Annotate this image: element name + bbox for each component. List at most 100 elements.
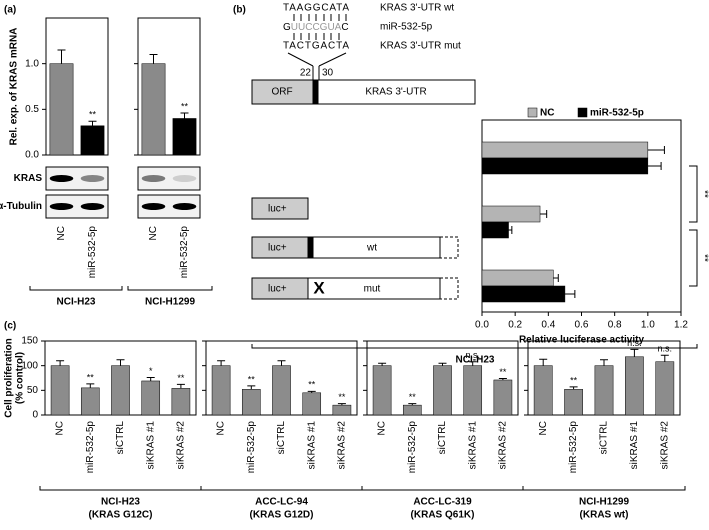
bar — [564, 389, 583, 416]
x-tick-label: siCTRL — [115, 421, 126, 455]
significance: n.s. — [465, 350, 480, 360]
panel-label: (b) — [233, 5, 246, 16]
bar — [49, 63, 74, 156]
blot-band — [80, 203, 105, 210]
x-tick-label: siKRAS #2 — [337, 421, 348, 470]
site — [312, 79, 319, 105]
significance-bracket — [689, 165, 698, 223]
connector — [287, 52, 314, 67]
bar — [655, 361, 675, 416]
dashed-end — [440, 236, 459, 259]
error-bar — [553, 274, 559, 282]
sequence-label: KRAS 3'-UTR wt — [380, 3, 454, 14]
position: 22 — [300, 68, 312, 79]
error-bar — [508, 226, 513, 234]
significance: ** — [177, 373, 185, 383]
error-bar — [378, 362, 387, 366]
x-tick-label: siKRAS #2 — [659, 421, 670, 470]
blot-label: KRAS — [14, 173, 43, 184]
genotype-label: (KRAS G12D) — [250, 510, 314, 521]
x-tick-label: siKRAS #1 — [629, 421, 640, 470]
bar — [481, 221, 509, 239]
significance-bracket — [689, 229, 698, 287]
position: 30 — [322, 68, 334, 79]
bar — [50, 365, 70, 416]
blot — [137, 166, 201, 191]
plot-frame — [137, 17, 201, 156]
x-tick-label: siKRAS #1 — [145, 421, 156, 470]
error-bar — [116, 359, 125, 366]
sequence: GUUCCGUAC — [283, 22, 349, 33]
x-tick-label: 0.2 — [508, 320, 522, 331]
connector — [318, 52, 347, 67]
error-bar — [56, 360, 65, 366]
genotype-label: (KRAS wt) — [580, 510, 629, 521]
significance: ** — [181, 101, 189, 111]
luc-box — [251, 277, 309, 300]
site — [307, 236, 314, 259]
blot-band — [172, 203, 197, 210]
significance: ** — [409, 392, 417, 402]
bar — [332, 404, 352, 416]
error-bar — [247, 385, 256, 390]
bar — [481, 205, 541, 223]
x-tick-label: siKRAS #2 — [176, 421, 187, 470]
significance: ** — [89, 110, 97, 120]
blot-band — [49, 203, 74, 210]
x-tick-label: miR-532-5p — [179, 226, 190, 279]
x-tick-label: NC — [55, 421, 66, 435]
bracket — [361, 486, 524, 491]
x-tick-label: 0.0 — [475, 320, 489, 331]
x-tick-label: miR-532-5p — [407, 421, 418, 474]
panel-label: (c) — [4, 321, 16, 332]
legend-swatch — [577, 107, 588, 118]
x-tick-label: NC — [216, 421, 227, 435]
x-tick-label: siCTRL — [599, 421, 610, 455]
plot-frame — [45, 17, 109, 156]
legend-label: NC — [540, 108, 554, 119]
blot-band — [141, 175, 166, 182]
error-bar — [468, 361, 477, 366]
cell-line-label: NCI-H23 — [57, 297, 96, 308]
error-bar — [438, 362, 447, 366]
error-bar — [180, 112, 189, 119]
y-tick-label: 0 — [32, 410, 38, 421]
sequence: TAAGGCATA — [283, 3, 349, 14]
sequence-label: KRAS 3'-UTR mut — [380, 41, 461, 52]
significance: ** — [87, 372, 95, 382]
cell-line-label: NCI-H23 — [101, 497, 140, 508]
error-bar — [86, 383, 95, 388]
bar — [402, 404, 422, 416]
significance: ** — [338, 392, 346, 402]
error-bar — [569, 386, 578, 390]
significance: ** — [308, 380, 316, 390]
blot-band — [49, 175, 74, 182]
cell-line-label: ACC-LC-319 — [413, 497, 472, 508]
genotype-label: (KRAS Q61K) — [411, 510, 475, 521]
blot-label: α-Tubulin — [0, 201, 42, 212]
error-bar — [630, 348, 639, 357]
y-tick-label: 100 — [21, 360, 38, 371]
bar — [272, 365, 291, 416]
bar — [594, 365, 614, 416]
x-tick-label: 0.4 — [541, 320, 555, 331]
error-bar — [647, 146, 665, 154]
error-bar — [176, 383, 185, 389]
y-tick-label: 0.5 — [25, 104, 39, 115]
x-tick-label: siKRAS #1 — [467, 421, 478, 470]
blot — [45, 166, 109, 191]
x-tick-label: siCTRL — [276, 421, 287, 455]
bar — [372, 365, 392, 416]
x-tick-label: miR-532-5p — [246, 421, 257, 474]
pairing-ticks — [293, 14, 347, 40]
cell-line-label: NCI-H1299 — [579, 497, 629, 508]
error-bar — [539, 358, 548, 366]
luc-label: luc+ — [268, 284, 287, 295]
mutation-mark: X — [313, 278, 325, 297]
bar — [481, 157, 649, 175]
x-tick-label: miR-532-5p — [568, 421, 579, 474]
error-bar — [217, 360, 226, 366]
x-tick-label: 0.8 — [608, 320, 622, 331]
